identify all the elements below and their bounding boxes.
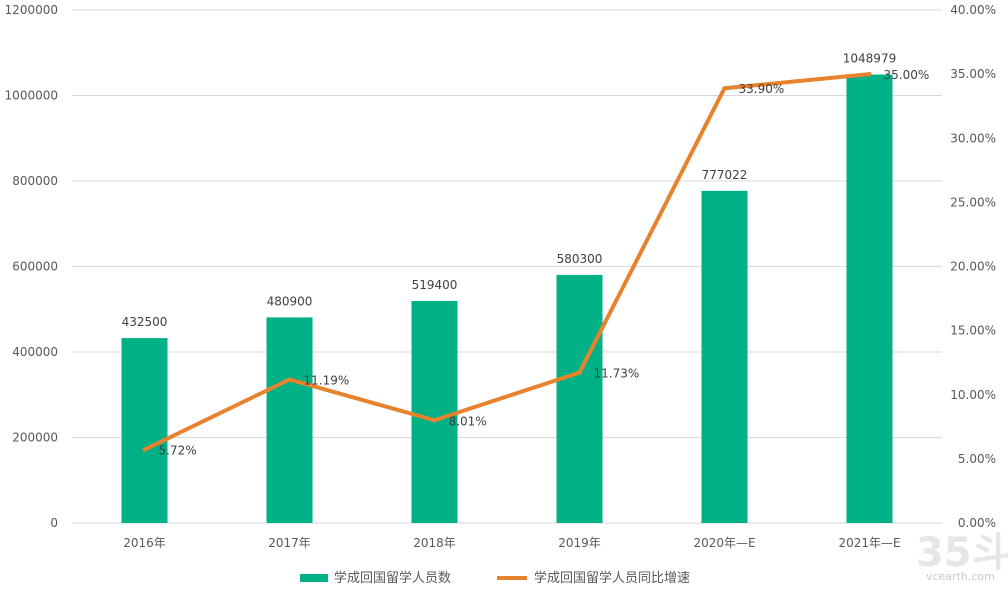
left-axis: 0 200000 400000 600000 800000 1000000 1200000: [5, 3, 58, 530]
line-value-label: 33.90%: [739, 82, 785, 96]
left-tick-label: 1200000: [5, 3, 58, 17]
line-value-label: 11.19%: [304, 373, 350, 387]
line-value-label: 11.73%: [594, 367, 640, 381]
line-point: [722, 86, 727, 91]
right-tick-label: 40.00%: [950, 3, 996, 17]
line-point: [577, 370, 582, 375]
gridlines: [72, 9, 942, 524]
bar: [411, 300, 458, 523]
bar-value-label: 519400: [412, 278, 458, 292]
legend-line-label: 学成回国留学人员同比增速: [534, 570, 690, 586]
bar-value-label: 480900: [267, 294, 313, 308]
line-series: [142, 72, 872, 452]
growth-line: [142, 72, 872, 452]
watermark: 35斗 vcearth.com: [916, 530, 1008, 583]
right-tick-label: 0.00%: [958, 516, 996, 530]
line-data-labels: 5.72% 11.19% 8.01% 11.73% 33.90% 35.00%: [159, 68, 930, 458]
x-tick-label: 2020年—E: [693, 536, 755, 550]
x-tick-label: 2017年: [268, 536, 311, 550]
line-point: [142, 447, 147, 452]
left-tick-label: 200000: [12, 431, 58, 445]
line-point: [287, 377, 292, 382]
bar: [556, 274, 603, 523]
legend: 学成回国留学人员数 学成回国留学人员同比增速: [300, 570, 690, 586]
x-tick-label: 2018年: [413, 536, 456, 550]
x-tick-label: 2016年: [123, 536, 166, 550]
right-tick-label: 5.00%: [958, 452, 996, 466]
bar-value-label: 777022: [702, 168, 748, 182]
right-tick-label: 30.00%: [950, 131, 996, 145]
line-value-label: 5.72%: [159, 444, 197, 458]
x-tick-label: 2019年: [558, 536, 601, 550]
line-point: [867, 72, 872, 77]
line-value-label: 35.00%: [884, 68, 930, 82]
bar-value-label: 432500: [122, 315, 168, 329]
bar-value-label: 580300: [557, 252, 603, 266]
bar: [121, 338, 168, 523]
watermark-site: vcearth.com: [926, 570, 995, 583]
x-axis: 2016年 2017年 2018年 2019年 2020年—E 2021年—E: [123, 536, 900, 550]
bar-series: [121, 74, 893, 524]
bar-data-labels: 432500 480900 519400 580300 777022 1048979: [122, 52, 897, 330]
x-tick-label: 2021年—E: [838, 536, 900, 550]
right-tick-label: 35.00%: [950, 67, 996, 81]
watermark-logo: 35斗: [916, 530, 1008, 576]
legend-bar-label: 学成回国留学人员数: [334, 570, 451, 586]
left-tick-label: 1000000: [5, 89, 58, 103]
left-tick-label: 800000: [12, 174, 58, 188]
right-tick-label: 25.00%: [950, 195, 996, 209]
right-axis: 0.00% 5.00% 10.00% 15.00% 20.00% 25.00% 30.00%…: [950, 3, 996, 530]
bar-value-label: 1048979: [843, 52, 896, 66]
left-tick-label: 400000: [12, 345, 58, 359]
left-tick-label: 0: [50, 516, 58, 530]
bar: [701, 190, 748, 523]
line-value-label: 8.01%: [449, 414, 487, 428]
right-tick-label: 10.00%: [950, 388, 996, 402]
right-tick-label: 20.00%: [950, 260, 996, 274]
bar: [846, 74, 893, 524]
line-point: [432, 418, 437, 423]
bar: [266, 317, 313, 523]
legend-bar-swatch: [300, 574, 328, 582]
left-tick-label: 600000: [12, 260, 58, 274]
right-tick-label: 15.00%: [950, 324, 996, 338]
